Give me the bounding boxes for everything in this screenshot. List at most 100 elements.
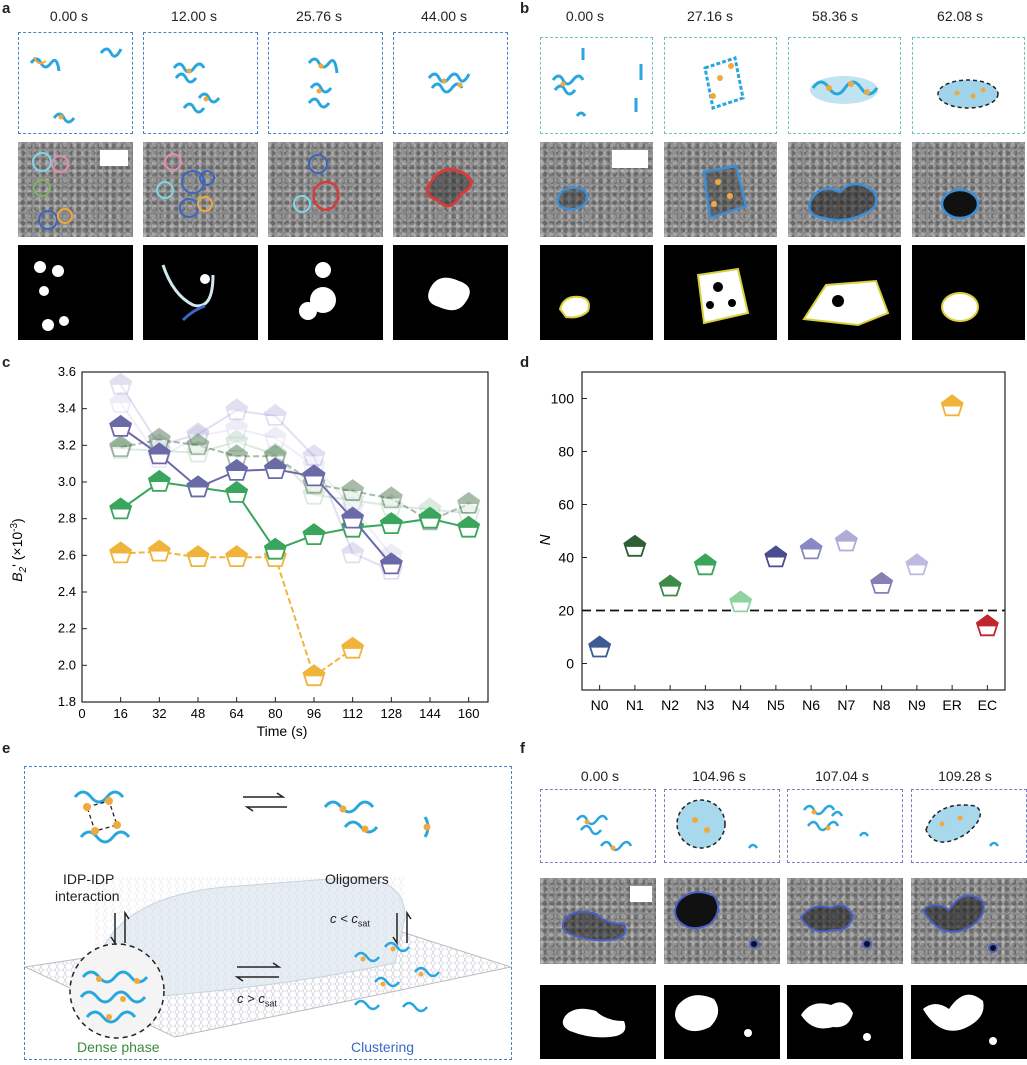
chain-drawing — [810, 76, 879, 104]
data-point — [263, 537, 287, 560]
x-tick-label: N9 — [908, 697, 926, 713]
em-image — [540, 878, 656, 964]
data-point — [147, 442, 171, 465]
chain-drawing — [676, 799, 759, 849]
x-tick-label: 48 — [191, 706, 205, 721]
em-image — [664, 142, 777, 237]
y-axis-label: N — [537, 534, 554, 545]
time-label: 27.16 s — [687, 8, 733, 24]
data-point — [457, 491, 481, 514]
mask-image — [540, 245, 653, 340]
y-tick-label: 3.0 — [58, 474, 76, 489]
data-point — [834, 529, 858, 552]
time-label: 0.00 s — [580, 768, 620, 784]
y-tick-label: 20 — [558, 603, 574, 619]
cluster-outlines — [425, 168, 473, 208]
em-image — [787, 878, 903, 964]
data-point — [186, 422, 210, 445]
series-purple — [109, 414, 403, 575]
data-point — [109, 436, 133, 459]
panel-label-e: e — [2, 740, 11, 757]
series-line — [120, 440, 469, 515]
chain-drawing — [551, 48, 643, 117]
time-label: 58.36 s — [812, 8, 858, 24]
data-point — [905, 553, 929, 576]
em-image — [788, 142, 901, 237]
time-label: 12.00 s — [171, 8, 217, 24]
mask-image — [18, 245, 133, 340]
cluster-outlines — [156, 153, 215, 218]
cg-snapshot — [143, 32, 258, 134]
data-point — [379, 512, 403, 535]
scale-bar — [630, 886, 652, 902]
time-label: 44.00 s — [421, 8, 467, 24]
x-tick-label: 112 — [342, 706, 363, 721]
cluster-outlines — [921, 894, 998, 953]
mask-shapes — [696, 267, 750, 325]
x-tick-label: N2 — [661, 697, 679, 713]
data-point — [225, 429, 249, 452]
y-tick-label: 60 — [558, 497, 574, 513]
data-point — [341, 488, 365, 511]
mask-image — [664, 985, 780, 1059]
mask-shapes — [558, 295, 590, 319]
panel-label-d: d — [520, 354, 530, 371]
series-line — [120, 480, 469, 552]
chain-drawing — [307, 57, 339, 109]
x-tick-label: N0 — [591, 697, 609, 713]
cg-snapshot — [393, 32, 508, 134]
cg-snapshot — [540, 789, 656, 863]
data-point — [623, 534, 647, 557]
mask-shapes — [299, 262, 336, 320]
mask-image — [911, 985, 1027, 1059]
y-tick-label: 2.6 — [58, 547, 76, 562]
data-point — [109, 497, 133, 520]
panel-label-f: f — [520, 740, 525, 757]
cg-snapshot — [664, 37, 777, 134]
cluster-outlines — [808, 182, 878, 222]
data-point — [225, 398, 249, 421]
mask-shapes — [941, 292, 979, 322]
data-point — [799, 537, 823, 560]
em-image — [540, 142, 653, 237]
data-point — [225, 458, 249, 481]
x-tick-label: N3 — [696, 697, 714, 713]
y-axis-label: B2' (×10-3) — [9, 518, 29, 581]
cg-snapshot — [787, 789, 903, 863]
scale-bar — [100, 150, 128, 166]
x-tick-label: EC — [978, 697, 997, 713]
data-point — [457, 515, 481, 538]
data-point — [588, 635, 612, 658]
x-tick-label: N5 — [767, 697, 785, 713]
y-tick-label: 40 — [558, 550, 574, 566]
data-point — [147, 427, 171, 450]
panel-c-chart: 0 16 32 48 64 80 96 112 128 144 160 1.8 2.0 2.2 2.4 2.6… — [9, 364, 489, 739]
data-point — [693, 553, 717, 576]
data-point — [341, 506, 365, 529]
data-point — [147, 539, 171, 562]
em-image — [18, 142, 133, 237]
y-tick-label: 3.4 — [58, 401, 76, 416]
data-point — [975, 614, 999, 637]
data-point — [225, 416, 249, 439]
data-point — [186, 433, 210, 456]
data-point — [186, 545, 210, 568]
cg-snapshot — [912, 37, 1025, 134]
cluster-outlines — [32, 152, 73, 230]
chain-drawing — [925, 804, 1000, 847]
panel-label-a: a — [2, 0, 11, 17]
x-tick-label: N7 — [837, 697, 855, 713]
cluster-outlines — [674, 891, 759, 949]
data-point — [457, 501, 481, 524]
x-tick-label: 80 — [268, 706, 282, 721]
panel-e-schematic: IDP-IDP interaction Oligomers c < csat c… — [23, 766, 513, 1060]
mask-shapes — [34, 261, 69, 331]
x-tick-label: 16 — [113, 706, 127, 721]
mask-shapes — [675, 995, 752, 1037]
data-point — [109, 414, 133, 437]
y-tick-label: 3.2 — [58, 437, 76, 452]
data-point — [302, 664, 326, 687]
y-tick-label: 0 — [566, 656, 574, 672]
data-point — [147, 469, 171, 492]
y-tick-label: 1.8 — [58, 694, 76, 709]
